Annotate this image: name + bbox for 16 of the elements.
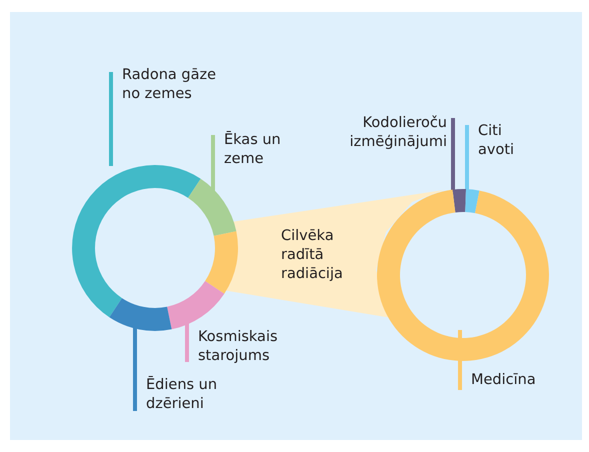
slice-label: Ēkas un zeme bbox=[224, 131, 282, 169]
donut-slice bbox=[465, 189, 480, 214]
donut-slice bbox=[72, 165, 201, 318]
slice-label: Kosmiskais starojums bbox=[198, 328, 279, 366]
slice-label: Citi avoti bbox=[478, 122, 516, 160]
slice-label: Radona gāze no zemes bbox=[122, 66, 218, 104]
slice-label: Medicīna bbox=[471, 371, 537, 390]
slice-label: Ēdiens un dzērieni bbox=[146, 376, 218, 414]
slice-label: Cilvēka radītā radiācija bbox=[281, 227, 344, 284]
donut-slice bbox=[205, 231, 238, 294]
slice-label: Kodolieroču izmēģinājumi bbox=[348, 114, 447, 152]
donut-slice bbox=[109, 298, 172, 331]
donut-slice bbox=[188, 178, 236, 236]
donut-slice bbox=[167, 281, 224, 330]
donut-slice bbox=[377, 190, 549, 361]
donut-slice bbox=[452, 189, 466, 212]
